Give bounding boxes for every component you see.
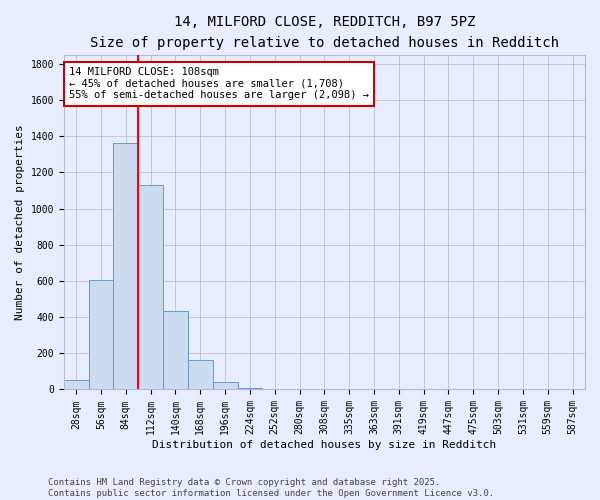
Bar xyxy=(212,382,238,390)
X-axis label: Distribution of detached houses by size in Redditch: Distribution of detached houses by size … xyxy=(152,440,497,450)
Y-axis label: Number of detached properties: Number of detached properties xyxy=(15,124,25,320)
Bar xyxy=(163,311,188,390)
Title: 14, MILFORD CLOSE, REDDITCH, B97 5PZ
Size of property relative to detached house: 14, MILFORD CLOSE, REDDITCH, B97 5PZ Siz… xyxy=(90,15,559,50)
Bar xyxy=(64,380,89,390)
Bar xyxy=(138,185,163,390)
Text: 14 MILFORD CLOSE: 108sqm
← 45% of detached houses are smaller (1,708)
55% of sem: 14 MILFORD CLOSE: 108sqm ← 45% of detach… xyxy=(69,68,369,100)
Bar xyxy=(188,360,212,390)
Bar xyxy=(113,142,138,390)
Bar xyxy=(89,280,113,390)
Text: Contains HM Land Registry data © Crown copyright and database right 2025.
Contai: Contains HM Land Registry data © Crown c… xyxy=(48,478,494,498)
Bar xyxy=(238,388,262,390)
Bar xyxy=(262,388,287,390)
